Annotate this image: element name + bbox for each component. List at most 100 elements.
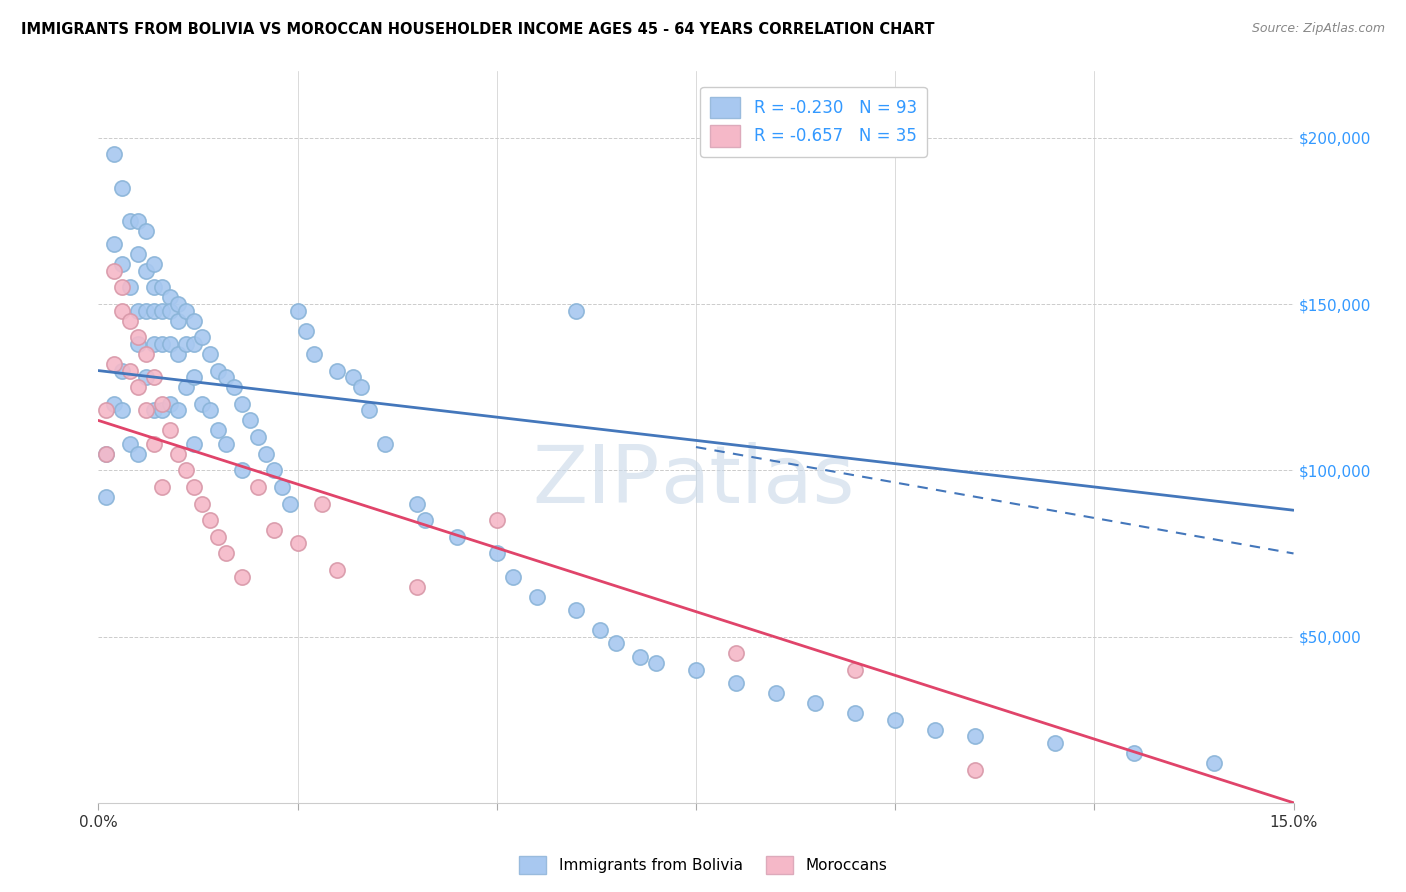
Point (215, 370, 238, 384)
Point (120, 280, 142, 294)
Point (263, 463, 285, 477)
Point (143, 403, 166, 417)
Point (183, 337, 205, 351)
Point (143, 257, 166, 271)
Point (231, 463, 253, 477)
Point (804, 696, 827, 710)
Point (120, 436, 142, 450)
Point (127, 330, 149, 344)
Point (167, 347, 190, 361)
Point (135, 264, 157, 278)
Point (222, 380, 245, 394)
Text: atlas: atlas (661, 442, 855, 520)
Point (143, 370, 166, 384)
Point (183, 370, 205, 384)
Point (103, 237, 125, 252)
Point (159, 337, 181, 351)
Point (167, 403, 190, 417)
Point (924, 723, 946, 737)
Point (159, 424, 181, 438)
Point (589, 623, 612, 637)
Point (103, 147, 125, 161)
Point (844, 663, 866, 677)
Point (1123, 746, 1146, 760)
Point (198, 403, 221, 417)
Point (485, 546, 508, 560)
Point (326, 363, 349, 377)
Point (120, 363, 142, 377)
Point (127, 380, 149, 394)
Point (685, 663, 707, 677)
Point (191, 397, 214, 411)
Point (111, 403, 134, 417)
Point (239, 413, 262, 427)
Point (765, 686, 787, 700)
Point (159, 290, 181, 304)
Point (254, 447, 277, 461)
Text: IMMIGRANTS FROM BOLIVIA VS MOROCCAN HOUSEHOLDER INCOME AGES 45 - 64 YEARS CORREL: IMMIGRANTS FROM BOLIVIA VS MOROCCAN HOUS… (21, 22, 935, 37)
Point (605, 636, 627, 650)
Point (167, 447, 190, 461)
Point (103, 397, 125, 411)
Point (111, 180, 134, 194)
Point (127, 214, 149, 228)
Point (231, 570, 253, 584)
Point (159, 397, 181, 411)
Point (207, 363, 229, 377)
Point (294, 324, 316, 338)
Point (287, 536, 309, 550)
Point (127, 447, 149, 461)
Point (111, 363, 134, 377)
Point (135, 403, 157, 417)
Point (1043, 736, 1066, 750)
Point (359, 403, 381, 417)
Point (127, 303, 149, 318)
Point (143, 303, 166, 318)
Point (143, 337, 166, 351)
Point (150, 337, 173, 351)
Point (215, 546, 238, 560)
Point (270, 480, 292, 494)
Point (485, 513, 508, 527)
Point (263, 523, 285, 537)
Point (143, 280, 166, 294)
Point (884, 713, 907, 727)
Point (96, 403, 118, 417)
Point (246, 480, 269, 494)
Point (207, 424, 229, 438)
Point (231, 397, 253, 411)
Point (502, 570, 524, 584)
Legend: R = -0.230   N = 93, R = -0.657   N = 35: R = -0.230 N = 93, R = -0.657 N = 35 (700, 87, 927, 156)
Point (342, 370, 364, 384)
Point (326, 563, 349, 577)
Point (120, 314, 142, 328)
Point (844, 706, 866, 720)
Point (350, 380, 373, 394)
Point (103, 357, 125, 371)
Point (96, 447, 118, 461)
Point (150, 280, 173, 294)
Point (174, 337, 197, 351)
Point (1202, 756, 1225, 770)
Point (135, 303, 157, 318)
Point (183, 436, 205, 450)
Point (191, 497, 214, 511)
Point (174, 463, 197, 477)
Point (167, 297, 190, 311)
Point (150, 397, 173, 411)
Point (150, 403, 173, 417)
Point (143, 436, 166, 450)
Point (645, 656, 668, 670)
Point (183, 314, 205, 328)
Point (135, 224, 157, 238)
Point (96, 490, 118, 504)
Point (963, 729, 986, 743)
Point (406, 497, 429, 511)
Point (183, 480, 205, 494)
Point (302, 347, 325, 361)
Point (127, 337, 149, 351)
Point (963, 763, 986, 777)
Point (135, 347, 157, 361)
Point (150, 303, 173, 318)
Text: Source: ZipAtlas.com: Source: ZipAtlas.com (1251, 22, 1385, 36)
